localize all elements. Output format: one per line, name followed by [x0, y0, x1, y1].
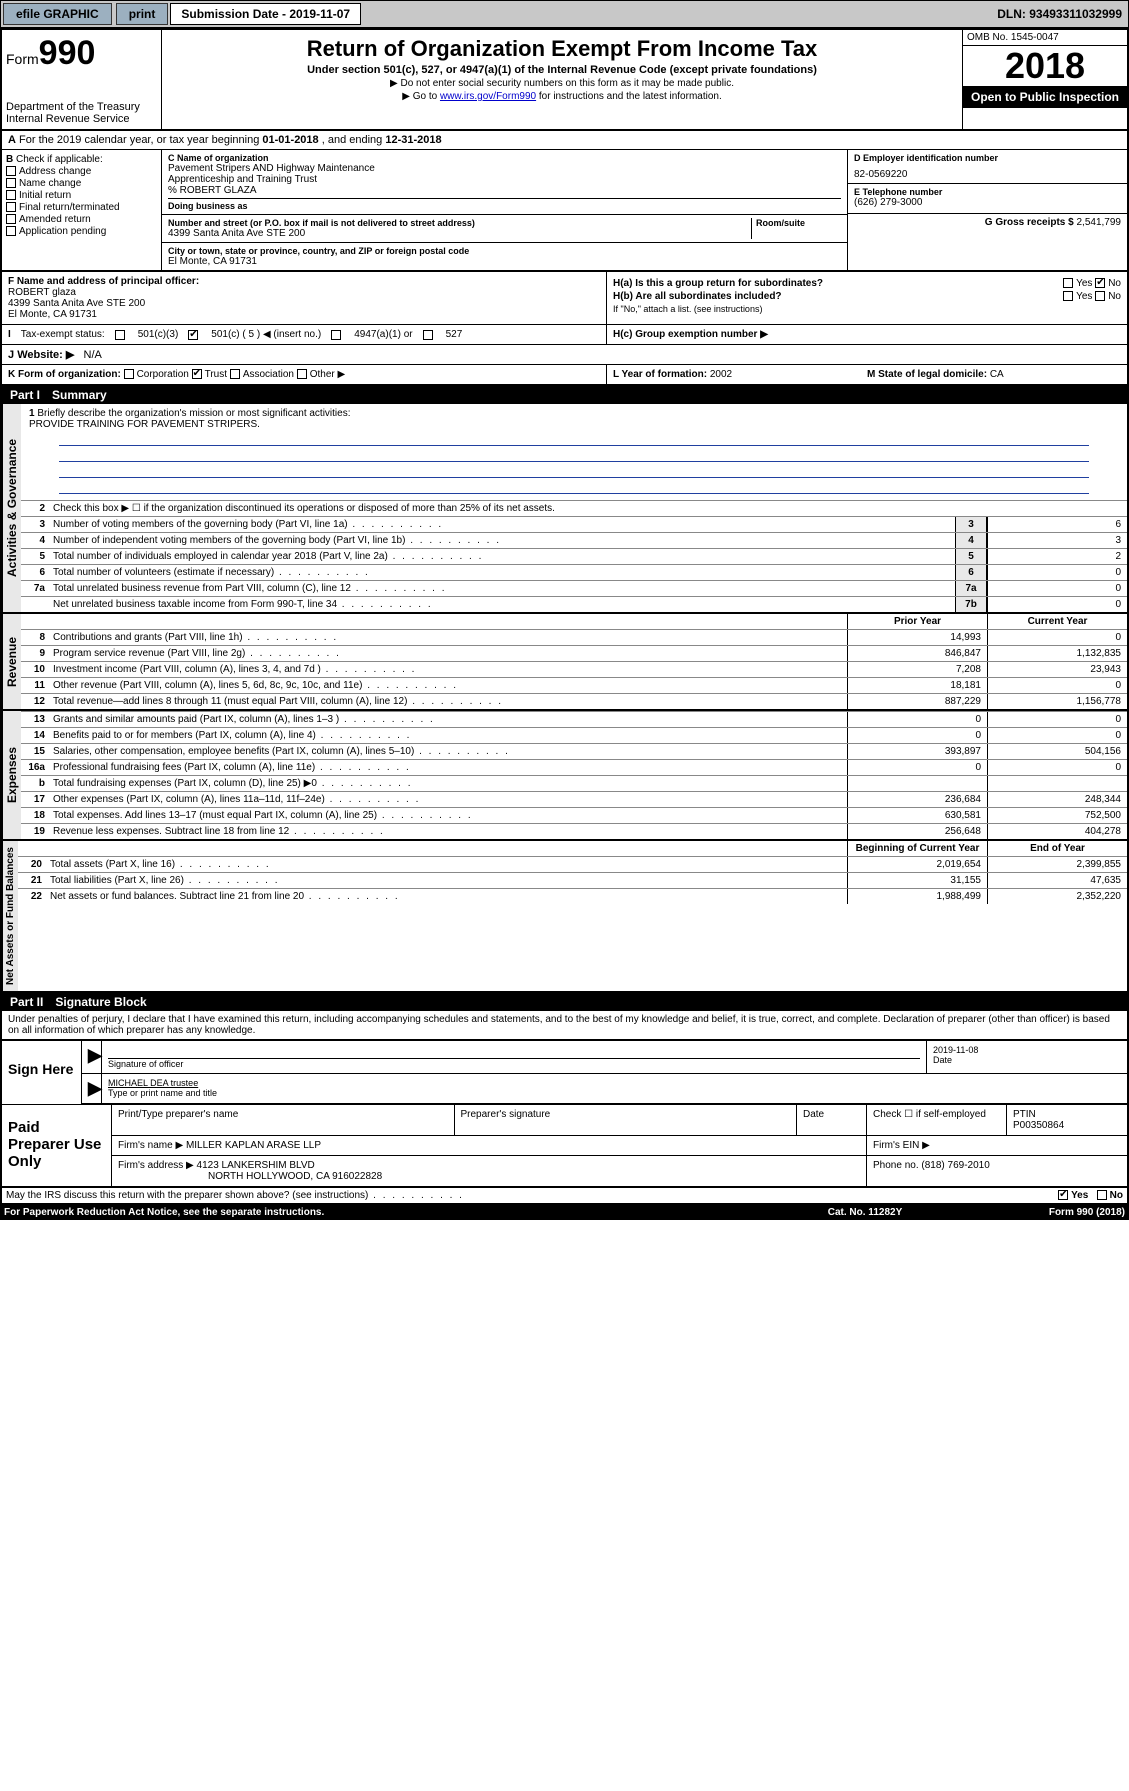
- revenue-block: Revenue Prior Year Current Year 8Contrib…: [2, 612, 1127, 709]
- line-b: bTotal fundraising expenses (Part IX, co…: [21, 775, 1127, 791]
- part-1-header: Part ISummary: [2, 386, 1127, 404]
- chk-initial-return[interactable]: Initial return: [6, 190, 157, 201]
- ssn-warning: ▶ Do not enter social security numbers o…: [170, 78, 954, 89]
- line-11: 11Other revenue (Part VIII, column (A), …: [21, 677, 1127, 693]
- expenses-block: Expenses 13Grants and similar amounts pa…: [2, 709, 1127, 839]
- chk-address-change[interactable]: Address change: [6, 166, 157, 177]
- omb-number: OMB No. 1545-0047: [963, 30, 1127, 46]
- section-i: I Tax-exempt status: 501(c)(3) 501(c) ( …: [2, 325, 1127, 345]
- part-2-header: Part IISignature Block: [2, 993, 1127, 1011]
- submission-date: Submission Date - 2019-11-07: [170, 3, 361, 25]
- line-13: 13Grants and similar amounts paid (Part …: [21, 711, 1127, 727]
- firm-name: MILLER KAPLAN ARASE LLP: [186, 1140, 321, 1151]
- year-formation: 2002: [710, 369, 732, 380]
- line-17: 17Other expenses (Part IX, column (A), l…: [21, 791, 1127, 807]
- firm-addr2: NORTH HOLLYWOOD, CA 916022828: [208, 1171, 382, 1182]
- sign-date: 2019-11-08: [933, 1045, 1121, 1055]
- mission: PROVIDE TRAINING FOR PAVEMENT STRIPERS.: [29, 419, 260, 430]
- officer-print-name: MICHAEL DEA trustee: [108, 1078, 1121, 1088]
- section-j: J Website: ▶ N/A: [2, 345, 1127, 365]
- line-14: 14Benefits paid to or for members (Part …: [21, 727, 1127, 743]
- open-public-badge: Open to Public Inspection: [963, 86, 1127, 108]
- line-16a: 16aProfessional fundraising fees (Part I…: [21, 759, 1127, 775]
- ptin: P00350864: [1013, 1120, 1064, 1131]
- line-9: 9Program service revenue (Part VIII, lin…: [21, 645, 1127, 661]
- firm-addr1: 4123 LANKERSHIM BLVD: [197, 1160, 315, 1171]
- dln: DLN: 93493311032999: [997, 7, 1128, 21]
- street-address: 4399 Santa Anita Ave STE 200: [168, 228, 751, 239]
- state-domicile: CA: [990, 369, 1004, 380]
- website: N/A: [84, 349, 102, 361]
- paid-preparer-block: Paid Preparer Use Only Print/Type prepar…: [2, 1104, 1127, 1188]
- section-f-h: F Name and address of principal officer:…: [2, 272, 1127, 325]
- irs-link[interactable]: www.irs.gov/Form990: [440, 91, 536, 102]
- section-c: C Name of organization Pavement Stripers…: [162, 150, 847, 270]
- form-header: Form990 Department of the Treasury Inter…: [2, 30, 1127, 131]
- line-8: 8Contributions and grants (Part VIII, li…: [21, 629, 1127, 645]
- governance-block: Activities & Governance 1 Briefly descri…: [2, 404, 1127, 612]
- line-4: 4Number of independent voting members of…: [21, 532, 1127, 548]
- print-button[interactable]: print: [116, 3, 169, 25]
- line-6: 6Total number of volunteers (estimate if…: [21, 564, 1127, 580]
- telephone: (626) 279-3000: [854, 197, 1121, 208]
- line-19: 19Revenue less expenses. Subtract line 1…: [21, 823, 1127, 839]
- line-21: 21Total liabilities (Part X, line 26) 31…: [18, 872, 1127, 888]
- efile-button[interactable]: efile GRAPHIC: [3, 3, 112, 25]
- line-15: 15Salaries, other compensation, employee…: [21, 743, 1127, 759]
- section-a-taxyear: A For the 2019 calendar year, or tax yea…: [2, 131, 1127, 150]
- dept-treasury: Department of the Treasury: [6, 101, 157, 113]
- chk-app-pending[interactable]: Application pending: [6, 226, 157, 237]
- officer-city: El Monte, CA 91731: [8, 309, 97, 320]
- care-of: % ROBERT GLAZA: [168, 185, 841, 196]
- section-d-e-g: D Employer identification number 82-0569…: [847, 150, 1127, 270]
- line-3: 3Number of voting members of the governi…: [21, 516, 1127, 532]
- discuss-row: May the IRS discuss this return with the…: [2, 1188, 1127, 1203]
- line-22: 22Net assets or fund balances. Subtract …: [18, 888, 1127, 904]
- chk-amended[interactable]: Amended return: [6, 214, 157, 225]
- ein: 82-0569220: [854, 169, 1121, 180]
- firm-phone: (818) 769-2010: [921, 1160, 989, 1171]
- sign-block: Sign Here ▶ Signature of officer 2019-11…: [2, 1039, 1127, 1104]
- line-12: 12Total revenue—add lines 8 through 11 (…: [21, 693, 1127, 709]
- org-name-2: Apprenticeship and Training Trust: [168, 174, 841, 185]
- form-subtitle: Under section 501(c), 527, or 4947(a)(1)…: [170, 64, 954, 76]
- line-10: 10Investment income (Part VIII, column (…: [21, 661, 1127, 677]
- tax-year: 2018: [963, 46, 1127, 86]
- irs-label: Internal Revenue Service: [6, 113, 157, 125]
- form-title: Return of Organization Exempt From Incom…: [170, 36, 954, 62]
- netassets-block: Net Assets or Fund Balances Beginning of…: [2, 839, 1127, 993]
- footer-bar: For Paperwork Reduction Act Notice, see …: [0, 1205, 1129, 1220]
- section-b: B Check if applicable: Address change Na…: [2, 150, 162, 270]
- goto-link-line: ▶ Go to www.irs.gov/Form990 for instruct…: [170, 91, 954, 102]
- perjury-text: Under penalties of perjury, I declare th…: [2, 1011, 1127, 1039]
- line-7b: Net unrelated business taxable income fr…: [21, 596, 1127, 612]
- chk-final-return[interactable]: Final return/terminated: [6, 202, 157, 213]
- section-klm: K Form of organization: Corporation Trus…: [2, 365, 1127, 386]
- line-18: 18Total expenses. Add lines 13–17 (must …: [21, 807, 1127, 823]
- officer-addr: 4399 Santa Anita Ave STE 200: [8, 298, 145, 309]
- city-state-zip: El Monte, CA 91731: [168, 256, 841, 267]
- line-7a: 7aTotal unrelated business revenue from …: [21, 580, 1127, 596]
- org-name-1: Pavement Stripers AND Highway Maintenanc…: [168, 163, 841, 174]
- chk-name-change[interactable]: Name change: [6, 178, 157, 189]
- identity-grid: B Check if applicable: Address change Na…: [2, 150, 1127, 272]
- line-20: 20Total assets (Part X, line 16) 2,019,6…: [18, 856, 1127, 872]
- topbar: efile GRAPHIC print Submission Date - 20…: [0, 0, 1129, 28]
- officer-name: ROBERT glaza: [8, 287, 76, 298]
- gross-receipts: 2,541,799: [1077, 217, 1122, 228]
- form-number: Form990: [6, 34, 157, 73]
- line-5: 5Total number of individuals employed in…: [21, 548, 1127, 564]
